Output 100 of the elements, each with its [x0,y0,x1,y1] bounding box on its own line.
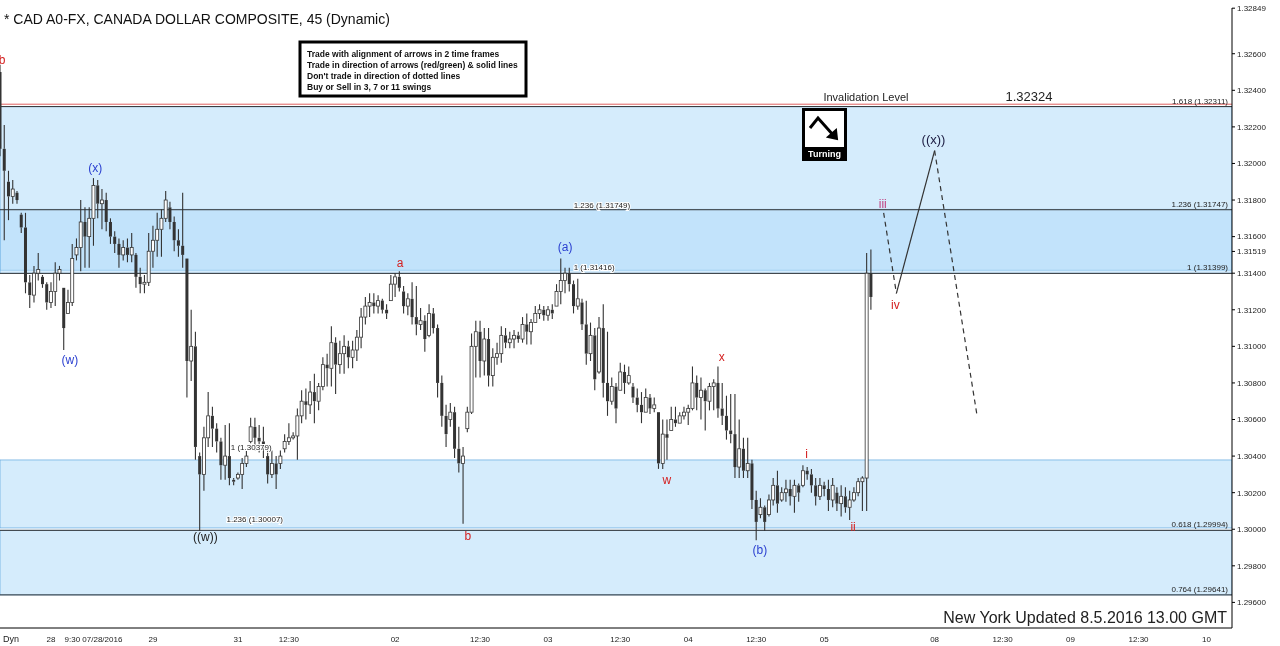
candlestick [478,320,482,378]
annotation: 1.32324 [1005,89,1053,105]
candlestick [724,395,728,441]
candlestick [648,393,652,415]
x-tick-label: 12:30 [992,634,1014,644]
y-tick-label: 1.32849 [1237,4,1267,14]
x-tick-label: 10 [1202,634,1212,644]
candlestick [784,479,788,503]
candlestick [499,325,504,364]
candlestick [461,446,465,525]
y-tick-label: 1.30400 [1237,451,1267,461]
x-tick-label: 12:30 [470,634,491,644]
annotation: iv [891,298,900,313]
annotation: ((x)) [921,132,946,148]
annotation: Turning [808,149,841,159]
candlestick [835,486,839,512]
x-tick-label: 9:30 07/28/2016 [64,634,123,644]
y-tick-label: 1.31000 [1237,342,1267,352]
y-tick-label: 1.30200 [1237,488,1267,498]
candlestick [427,303,431,338]
annotation: Trade with alignment of arrows in 2 time frames [307,49,500,60]
annotation: Invalidation Level [823,90,909,103]
annotation: (b) [752,543,768,558]
y-tick-label: 1.31600 [1237,232,1267,242]
candlestick [457,426,461,474]
annotation: b [0,53,6,68]
x-tick-label: 04 [683,634,694,644]
candlestick [436,323,440,399]
x-tick-label: 12:30 [610,634,631,644]
x-tick-label: 08 [930,634,940,644]
annotation: b [464,529,472,544]
candlestick [699,376,703,421]
candlestick [682,406,686,421]
annotation: Don't trade in direction of dotted lines [307,71,461,82]
x-tick-label: 12:30 [278,634,300,644]
y-tick-label: 1.30800 [1237,378,1267,388]
candlestick [601,303,605,399]
annotation: (a) [557,240,573,255]
y-tick-label: 1.31800 [1237,195,1267,205]
y-tick-label: 1.31200 [1237,305,1267,315]
candlestick [219,437,223,481]
annotation: ii [850,520,856,535]
candlestick [750,459,754,510]
ref-line-label: 0.764 (1.29641) [1171,584,1229,594]
x-tick-label: 28 [46,634,56,644]
candlestick [729,393,733,444]
ref-line-label: 0.618 (1.29994) [1171,520,1229,530]
annotation: 1.236 (1.30007) [226,515,284,525]
y-tick-label: 1.31400 [1237,269,1267,279]
annotation: Buy or Sell in 3, 7 or 11 swings [307,82,432,93]
annotation: a [396,256,404,271]
candlestick [376,294,380,314]
x-tick-label: 12:30 [1128,634,1150,644]
candlestick [45,281,49,311]
x-tick-label: 12:30 [746,634,767,644]
ref-line-label: 1 (1.31399) [1187,263,1229,273]
annotation: i [805,447,808,462]
candlestick [113,230,117,254]
x-tick-label: 05 [819,634,830,644]
annotation: 1.236 (1.31749) [573,201,631,211]
candlestick [176,228,180,258]
chart-title: * CAD A0-FX, CANADA DOLLAR COMPOSITE, 45 (Dynamic) [4,11,390,27]
annotation: iii [878,197,887,212]
x-tick-label: 03 [543,634,554,644]
candlestick [665,418,669,461]
ref-line-label: 1.618 (1.32311) [1172,96,1229,106]
y-tick-label: 1.32200 [1237,122,1267,132]
annotation: 1 (1.31416) [573,263,615,273]
y-tick-label: 1.29600 [1237,598,1267,608]
y-tick-label: 1.31519 [1237,247,1267,257]
candlestick [15,190,19,205]
candlestick [512,329,516,349]
x-tick-label: 02 [390,634,401,644]
x-tick-label: 31 [233,634,243,644]
annotation: New York Updated 8.5.2016 13.00 GMT [943,609,1228,627]
ref-line-label: 1.236 (1.31747) [1171,199,1229,209]
candlestick [117,237,121,269]
y-tick-label: 1.29800 [1237,561,1267,571]
candlestick [580,298,584,331]
annotation: (x) [88,161,103,176]
candlestick [337,340,342,375]
candlestick [444,404,448,448]
candlestick [172,215,176,252]
annotation: w [661,473,672,488]
candlestick [215,422,219,453]
annotation: ((w)) [193,530,218,545]
candlestick [410,281,414,325]
y-tick-label: 1.30600 [1237,415,1267,425]
annotation: x [718,350,725,365]
annotation: (w) [61,353,79,368]
candlestick [19,212,23,234]
x-tick-label: 29 [148,634,158,644]
y-tick-label: 1.32600 [1237,49,1267,59]
candlestick [733,393,737,479]
candlestick [720,382,724,426]
y-tick-label: 1.32000 [1237,159,1267,169]
candlestick [546,305,550,322]
x-tick-label: 09 [1066,634,1076,644]
y-tick-label: 1.30000 [1237,525,1267,535]
y-tick-label: 1.32400 [1237,86,1267,96]
